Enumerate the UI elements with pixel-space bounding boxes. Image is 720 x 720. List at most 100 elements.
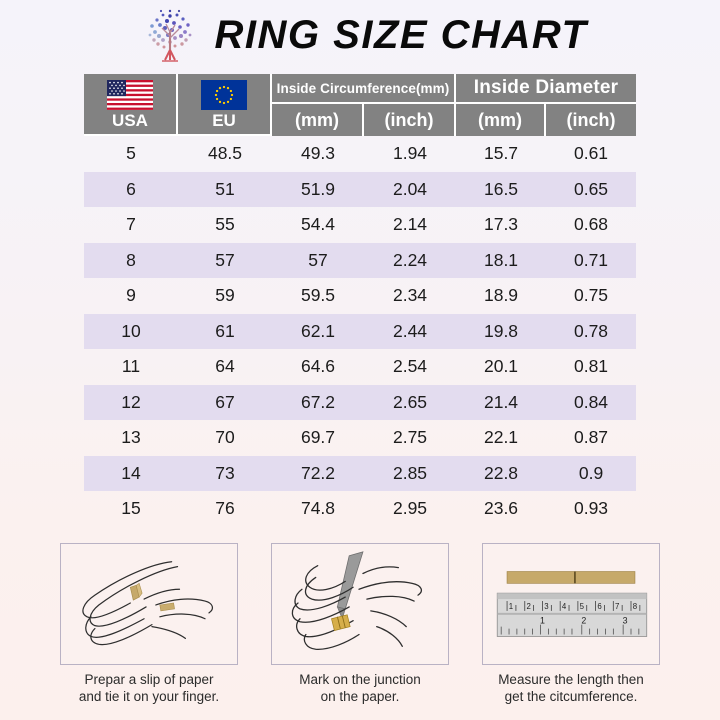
tree-logo-icon (139, 6, 201, 64)
cell-usa: 8 (84, 242, 178, 278)
usa-flag-icon (107, 79, 153, 110)
cell-circ-inch: 2.95 (392, 498, 428, 519)
cell-eu: 57 (178, 242, 272, 278)
cell-circ-mm: 59.5 (300, 285, 336, 306)
cell-circ-mm: 49.3 (300, 143, 336, 164)
instruction-step-1: Prepar a slip of paper and tie it on you… (60, 543, 238, 720)
instruction-caption-1: Prepar a slip of paper and tie it on you… (49, 672, 249, 705)
cell-circ-mm: 51.9 (272, 171, 364, 207)
header-inside-circumference: Inside Circumference(mm) (272, 74, 457, 104)
table-row: 14 73 72.2 2.85 22.8 0.9 (84, 455, 637, 491)
cell-diam-inch: 0.87 (573, 427, 609, 448)
table-row: 8 57 57 2.24 18.1 0.71 (84, 242, 637, 278)
cell-usa: 10 (84, 313, 178, 349)
instruction-caption-2-line2: on the paper. (320, 688, 400, 704)
table-row: 10 61 62.1 2.44 19.8 0.78 (84, 313, 637, 349)
cell-usa: 13 (121, 427, 141, 448)
cell-diam-inch: 0.78 (546, 313, 637, 349)
cell-diam-mm: 18.9 (483, 285, 519, 306)
cell-circ-mm: 72.2 (272, 455, 364, 491)
svg-text:6: 6 (597, 602, 602, 611)
header-diam-mm: (mm) (456, 104, 547, 136)
header-eu: EU (178, 74, 272, 136)
instruction-caption-1-line2: and tie it on your finger. (78, 688, 220, 704)
svg-text:3: 3 (623, 616, 628, 626)
cell-eu: 61 (178, 313, 272, 349)
cell-diam-inch: 0.75 (573, 285, 609, 306)
svg-text:3: 3 (544, 602, 549, 611)
cell-usa: 12 (84, 384, 178, 420)
svg-text:5: 5 (580, 602, 585, 611)
page-header: RING SIZE CHART (0, 0, 720, 70)
svg-text:4: 4 (562, 602, 567, 611)
svg-text:2: 2 (581, 616, 586, 626)
cell-circ-mm: 57 (272, 242, 364, 278)
table-row: 15 76 74.8 2.95 23.6 0.93 (84, 491, 636, 527)
cell-usa: 9 (126, 285, 136, 306)
svg-text:7: 7 (615, 602, 619, 611)
cell-eu: 55 (215, 214, 235, 235)
table-row: 9 59 59.5 2.34 18.9 0.75 (84, 278, 636, 314)
cell-circ-inch: 2.04 (364, 171, 457, 207)
cell-eu: 48.5 (207, 143, 243, 164)
cell-eu: 76 (215, 498, 235, 519)
cell-circ-inch: 2.54 (392, 356, 428, 377)
cell-diam-mm: 22.1 (483, 427, 519, 448)
cell-diam-mm: 19.8 (456, 313, 547, 349)
instruction-step-2: Mark on the junction on the paper. (271, 543, 449, 720)
instruction-caption-3-line1: Measure the length then (498, 672, 644, 687)
cell-diam-inch: 0.65 (546, 171, 637, 207)
header-usa-label: USA (112, 110, 148, 130)
table-row: 5 48.5 49.3 1.94 15.7 0.61 (84, 136, 636, 172)
cell-diam-mm: 21.4 (456, 384, 547, 420)
cell-circ-inch: 2.14 (392, 214, 428, 235)
instruction-caption-2: Mark on the junction on the paper. (260, 672, 460, 705)
hand-with-paper-strip-icon (60, 543, 238, 665)
cell-circ-inch: 2.85 (364, 455, 457, 491)
svg-text:1: 1 (540, 616, 545, 626)
header-circ-mm: (mm) (272, 104, 364, 136)
cell-circ-inch: 2.24 (364, 242, 457, 278)
svg-text:1: 1 (509, 602, 513, 611)
ring-size-table: USA (84, 74, 637, 527)
cell-usa: 15 (121, 498, 141, 519)
table-row: 12 67 67.2 2.65 21.4 0.84 (84, 384, 637, 420)
cell-eu: 59 (215, 285, 235, 306)
cell-usa: 6 (84, 171, 178, 207)
cell-diam-mm: 20.1 (483, 356, 519, 377)
cell-diam-mm: 15.7 (483, 143, 519, 164)
table-row: 7 55 54.4 2.14 17.3 0.68 (84, 207, 636, 243)
cell-circ-mm: 69.7 (300, 427, 336, 448)
cell-diam-inch: 0.81 (573, 356, 609, 377)
cell-eu: 51 (178, 171, 272, 207)
cell-diam-inch: 0.93 (573, 498, 609, 519)
cell-eu: 73 (178, 455, 272, 491)
cell-circ-mm: 64.6 (300, 356, 336, 377)
cell-eu: 64 (215, 356, 235, 377)
instruction-caption-3-line2: get the citcumference. (504, 688, 638, 704)
cell-usa: 7 (126, 214, 136, 235)
cell-circ-inch: 2.34 (392, 285, 428, 306)
instruction-caption-2-line1: Mark on the junction (299, 672, 421, 687)
hand-marking-with-pen-icon (271, 543, 449, 665)
cell-circ-mm: 62.1 (272, 313, 364, 349)
cell-circ-mm: 74.8 (300, 498, 336, 519)
svg-text:8: 8 (633, 602, 638, 611)
cell-circ-inch: 2.44 (364, 313, 457, 349)
ring-size-table-wrapper: USA (84, 74, 637, 527)
cell-usa: 11 (121, 356, 141, 377)
cell-circ-inch: 2.65 (364, 384, 457, 420)
cell-circ-inch: 2.75 (392, 427, 428, 448)
cell-diam-mm: 16.5 (456, 171, 547, 207)
instruction-caption-1-line1: Prepar a slip of paper (84, 672, 214, 687)
cell-diam-mm: 22.8 (456, 455, 547, 491)
table-body: 5 48.5 49.3 1.94 15.7 0.61 6 51 51.9 2.04 16.5 0.65… (84, 136, 637, 527)
table-header: USA (84, 74, 637, 136)
table-row: 13 70 69.7 2.75 22.1 0.87 (84, 420, 636, 456)
cell-diam-mm: 18.1 (456, 242, 547, 278)
cell-eu: 70 (215, 427, 235, 448)
cell-diam-mm: 17.3 (483, 214, 519, 235)
cell-circ-mm: 67.2 (272, 384, 364, 420)
